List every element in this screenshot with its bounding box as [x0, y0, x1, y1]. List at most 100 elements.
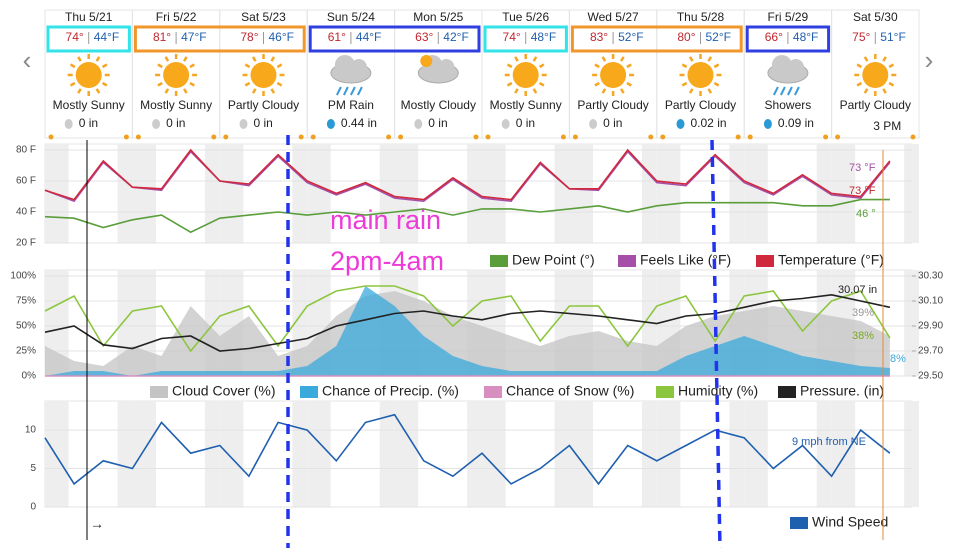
night-band	[816, 144, 832, 243]
drop-icon	[239, 119, 248, 129]
day-precip: 0 in	[603, 116, 622, 130]
day-lo: 47°F	[181, 30, 206, 44]
day-condition: Showers	[765, 98, 812, 112]
night-band	[117, 401, 133, 507]
rain-drop	[336, 86, 342, 96]
sun-dot	[835, 134, 841, 140]
y-tick-label: 10	[25, 425, 37, 436]
night-band	[744, 401, 768, 507]
area	[45, 286, 890, 376]
sun-ray	[888, 81, 895, 87]
night-band	[816, 401, 832, 507]
sun-dot	[485, 134, 491, 140]
sun-dot	[648, 134, 654, 140]
annotation: 38%	[852, 330, 874, 342]
day-precip: 0 in	[516, 116, 535, 130]
day-hi: 81°	[153, 30, 171, 44]
legend-label: Humidity (%)	[678, 383, 758, 399]
sun-ray	[601, 88, 607, 94]
night-band	[219, 401, 244, 507]
sun-dot	[910, 134, 916, 140]
sun-dot	[560, 134, 566, 140]
sun-ray	[856, 63, 863, 69]
area	[45, 291, 890, 376]
day-hi: 75°	[852, 30, 870, 44]
annotation: 73 °F	[849, 185, 876, 197]
day-lo: 46°F	[269, 30, 294, 44]
day-precip: 0 in	[428, 116, 447, 130]
drop-icon	[589, 119, 598, 129]
annotation: 30.07 in	[838, 284, 877, 296]
sun-ray	[95, 88, 101, 94]
highlight-box	[308, 25, 481, 53]
rain-drop	[773, 86, 779, 96]
sun-dot	[572, 134, 578, 140]
night-band	[219, 144, 244, 243]
day-hi: 63°	[415, 30, 433, 44]
legend-label: Pressure. (in)	[800, 383, 884, 399]
rain-drop	[357, 86, 363, 96]
highlight-box	[46, 25, 131, 53]
sun-ray	[77, 56, 82, 62]
day-date: Thu 5/21	[65, 10, 113, 24]
sun-ray	[863, 56, 869, 62]
sun	[163, 62, 190, 88]
y-tick-label: 20 F	[16, 238, 36, 249]
line	[44, 413, 891, 486]
sun-dot	[48, 134, 54, 140]
rain-drop	[787, 86, 793, 96]
y2-tick-label: 29.90	[918, 321, 943, 332]
y-tick-label: 100%	[10, 271, 36, 282]
sun	[250, 62, 277, 88]
day-hi: 80°	[677, 30, 695, 44]
sun-dot	[735, 134, 741, 140]
day-date: Sat 5/23	[241, 10, 286, 24]
night-band	[831, 401, 856, 507]
annotation: 8%	[890, 353, 906, 365]
sun-ray	[69, 81, 76, 87]
sun-ray	[164, 88, 170, 94]
day-condition: Partly Cloudy	[840, 98, 911, 112]
night-band	[292, 144, 308, 243]
sun-dot	[823, 134, 829, 140]
sun-ray	[532, 56, 538, 62]
sun-ray	[688, 88, 694, 94]
day-lo: 44°F	[94, 30, 119, 44]
annotation: 46 °	[856, 208, 876, 220]
night-band	[117, 144, 133, 243]
sun-ray	[251, 56, 257, 62]
sun-ray	[244, 81, 251, 87]
prev-arrow[interactable]: ‹	[23, 45, 32, 75]
y-tick-label: 5	[30, 463, 36, 474]
day-lo: 42°F	[443, 30, 468, 44]
sun-dot	[310, 134, 316, 140]
y-tick-label: 60 F	[16, 176, 36, 187]
highlight-box	[570, 25, 743, 53]
night-band	[904, 270, 919, 376]
sun-ray	[601, 56, 607, 62]
night-band	[641, 401, 657, 507]
day-lo: 48°F	[531, 30, 556, 44]
drop-icon	[414, 119, 423, 129]
sun-ray	[183, 56, 188, 62]
day-date: Mon 5/25	[413, 10, 463, 24]
sun-dot	[473, 134, 479, 140]
drop-icon	[64, 119, 73, 129]
y-tick-label: 40 F	[16, 207, 36, 218]
sun-ray	[888, 63, 895, 69]
day-hi: 74°	[66, 30, 84, 44]
sun-ray	[189, 63, 195, 69]
night-band	[831, 144, 856, 243]
legend-label: Chance of Snow (%)	[506, 383, 634, 399]
marker-dash	[710, 139, 722, 549]
day-lo: 51°F	[880, 30, 905, 44]
day-lo: 52°F	[706, 30, 731, 44]
y-tick-label: 50%	[16, 321, 36, 332]
legend-swatch	[756, 255, 774, 267]
day-condition: Mostly Sunny	[53, 98, 125, 112]
next-arrow[interactable]: ›	[925, 45, 934, 75]
sun	[75, 62, 102, 88]
day-condition: Mostly Sunny	[140, 98, 212, 112]
